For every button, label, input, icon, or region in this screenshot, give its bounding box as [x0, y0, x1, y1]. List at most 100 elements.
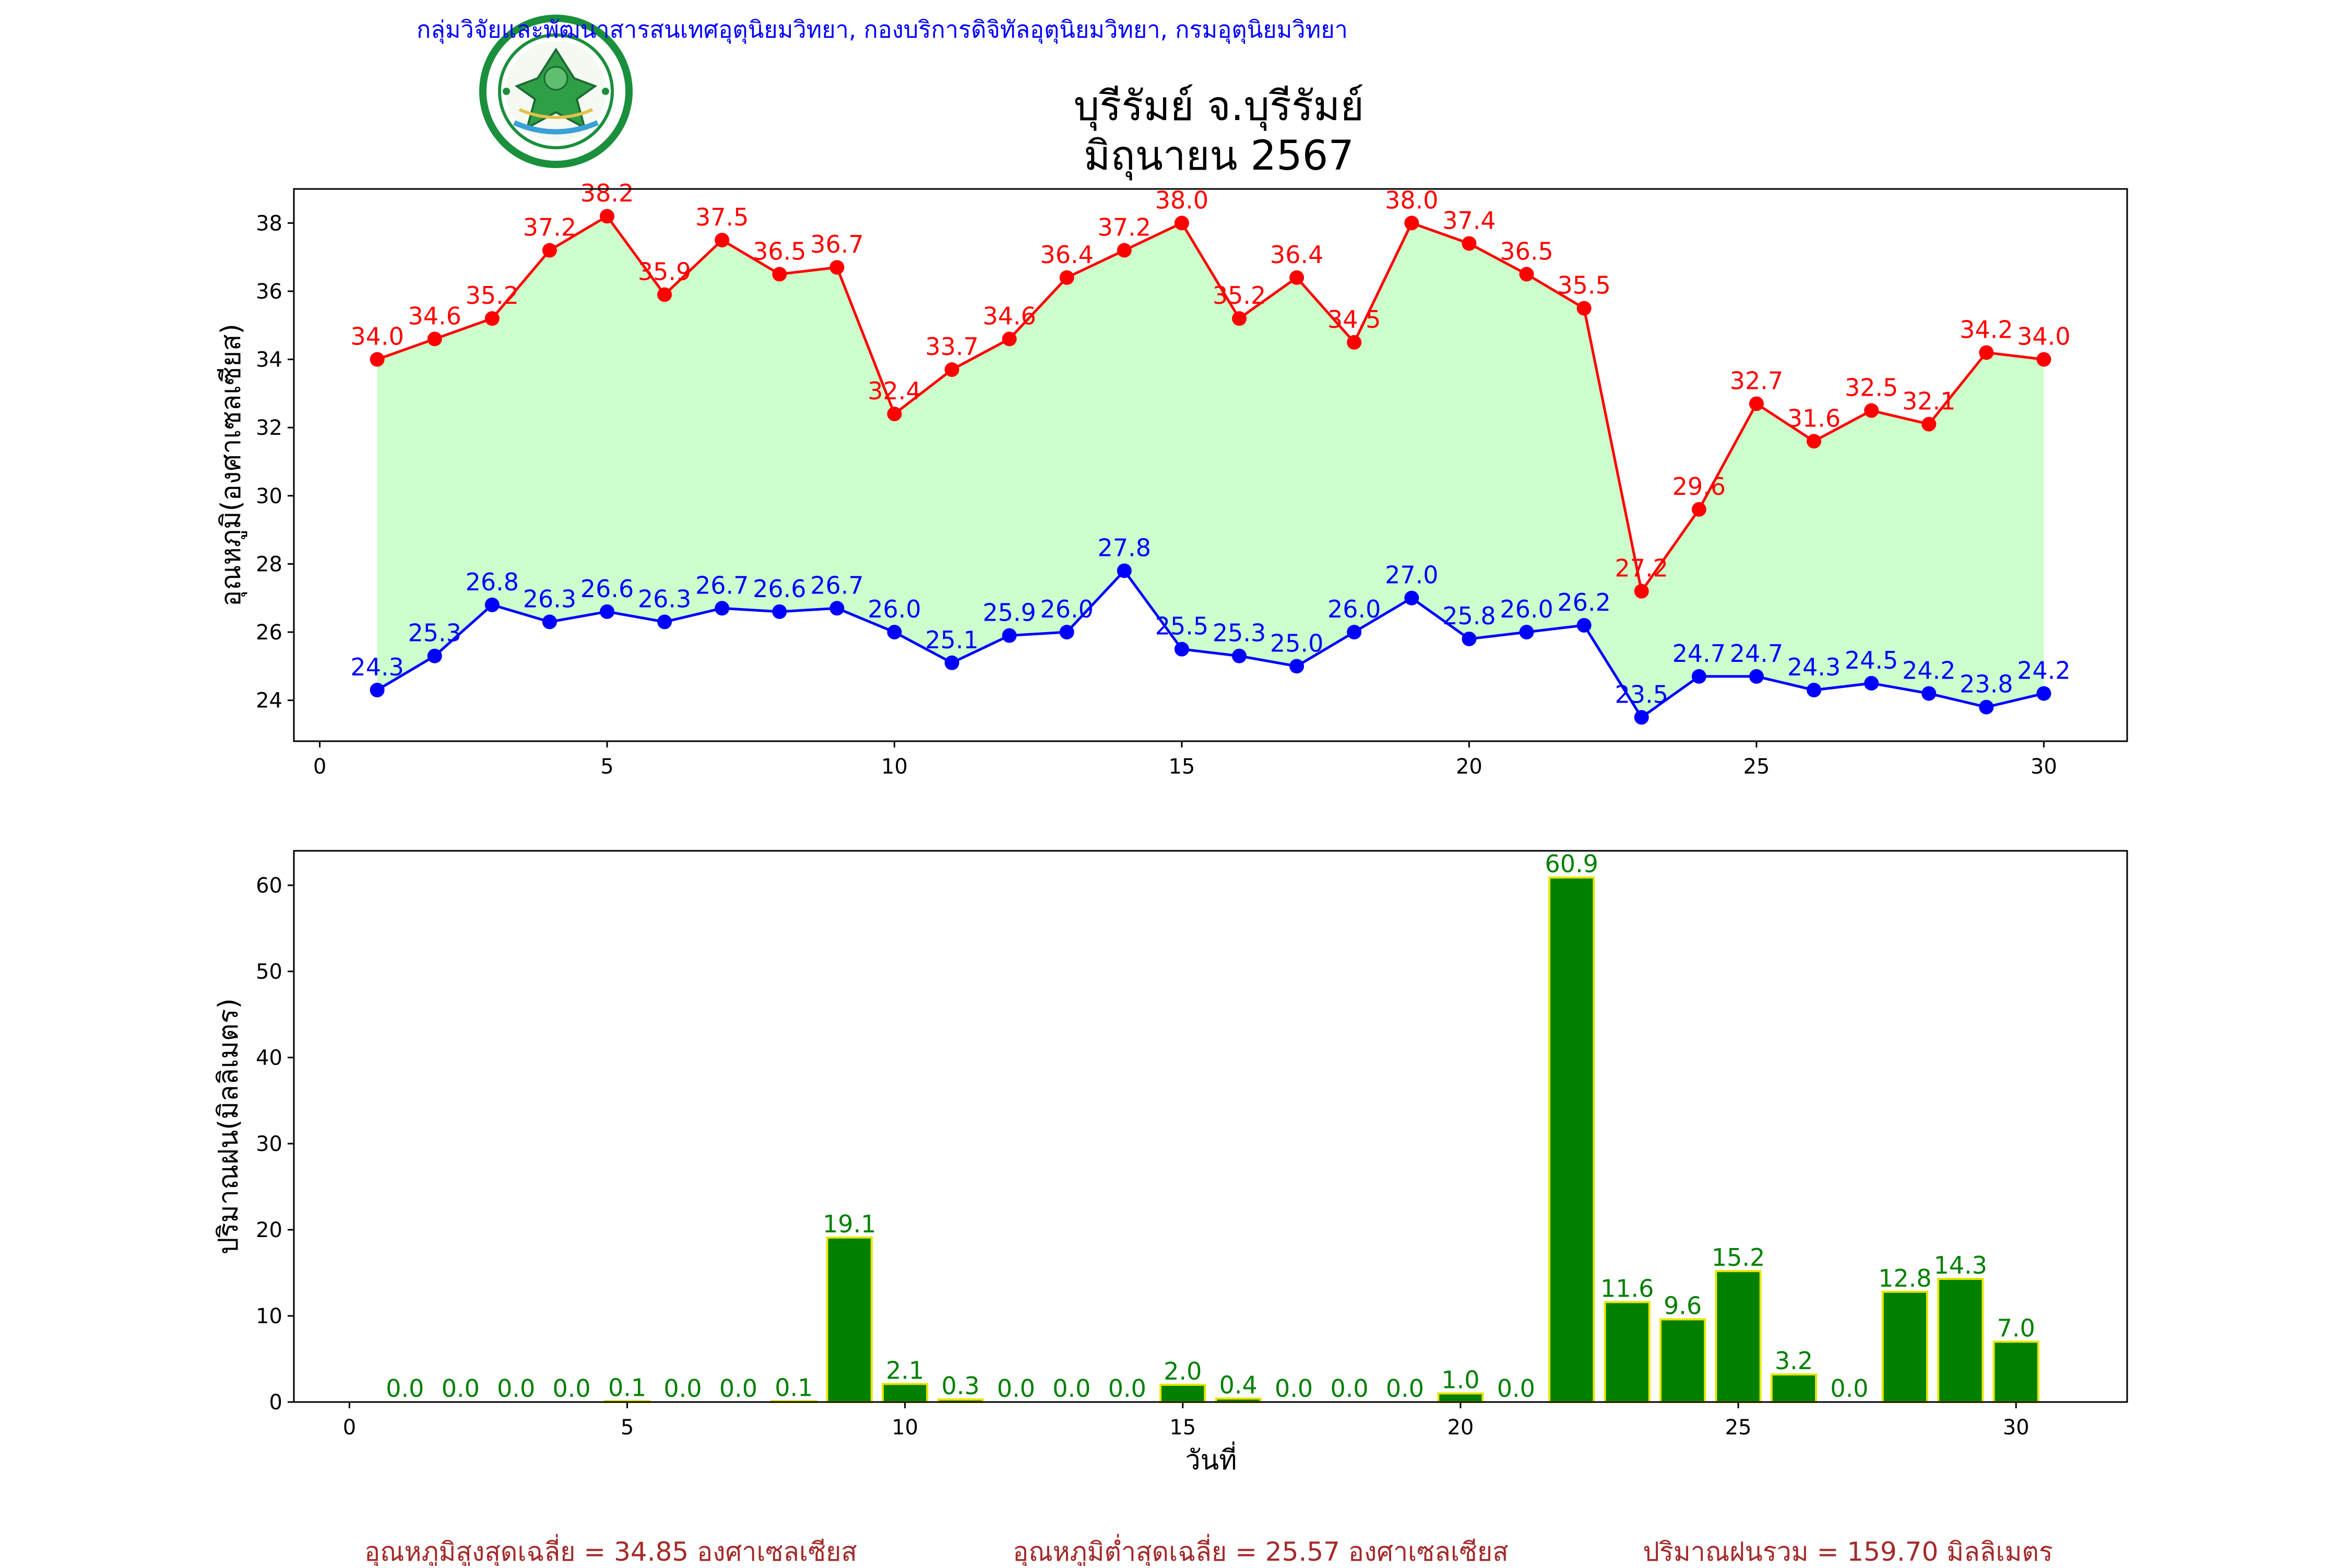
min-temperature-point	[1174, 642, 1189, 657]
max-temperature-point	[1404, 216, 1419, 231]
rainfall-bar-label: 19.1	[823, 1210, 876, 1238]
rainfall-x-tick-label: 0	[343, 1416, 356, 1440]
min-temperature-point	[484, 597, 500, 612]
rainfall-bar-label: 0.0	[1386, 1374, 1424, 1403]
rainfall-bar	[1992, 1340, 2039, 1403]
max-temperature-point	[484, 311, 500, 326]
rainfall-y-tick-label: 50	[256, 960, 282, 984]
max-temperature-point	[600, 209, 615, 224]
min-temperature-point	[1864, 675, 1879, 691]
rainfall-bar-label: 0.4	[1219, 1371, 1257, 1399]
rainfall-y-tick-label: 30	[256, 1132, 282, 1156]
min-temperature-label: 26.0	[1500, 595, 1553, 623]
temperature-y-tick-label: 32	[256, 416, 282, 440]
rainfall-bar	[1548, 876, 1595, 1403]
min-temperature-label: 25.3	[408, 619, 461, 647]
min-temperature-point	[1462, 632, 1477, 647]
min-temperature-point	[1749, 669, 1764, 684]
max-temperature-point	[1691, 502, 1706, 517]
min-temperature-label: 27.8	[1098, 533, 1151, 562]
max-temperature-label: 35.2	[466, 281, 519, 310]
rainfall-bar-label: 60.9	[1545, 850, 1598, 878]
max-temperature-point	[2036, 352, 2051, 367]
min-temperature-point	[1576, 617, 1592, 633]
rainfall-bar	[1715, 1270, 1762, 1403]
max-temperature-label: 36.4	[1270, 241, 1323, 269]
rainfall-y-axis-label: ปริมาณฝน(มิลลิเมตร)	[213, 998, 244, 1254]
rainfall-bar-label: 0.0	[1052, 1374, 1090, 1403]
rainfall-bar	[1604, 1301, 1651, 1404]
temperature-x-tick-label: 10	[881, 755, 908, 779]
rainfall-bar-label: 14.3	[1934, 1251, 1987, 1279]
min-temperature-point	[370, 683, 385, 698]
temperature-y-tick-label: 30	[256, 484, 282, 508]
max-temperature-label: 29.6	[1672, 472, 1726, 501]
temperature-x-tick-label: 30	[2031, 755, 2057, 779]
max-temperature-point	[1634, 584, 1649, 599]
max-temperature-point	[657, 287, 672, 302]
max-temperature-point	[1232, 311, 1247, 326]
max-temperature-point	[427, 331, 442, 347]
rainfall-bar-label: 0.0	[386, 1374, 424, 1403]
max-temperature-label: 37.2	[523, 213, 576, 242]
min-temperature-point	[542, 614, 557, 629]
chart-title-station: บุรีรัมย์ จ.บุรีรัมย์	[1074, 83, 1364, 131]
max-temperature-point	[715, 232, 730, 247]
rainfall-y-tick-label: 60	[256, 874, 282, 898]
rainfall-x-tick-label: 5	[621, 1416, 634, 1440]
min-temperature-point	[1289, 659, 1304, 674]
max-temperature-point	[1519, 267, 1534, 282]
max-temperature-point	[1749, 396, 1764, 411]
min-temperature-label: 26.6	[753, 575, 806, 603]
max-temperature-label: 37.4	[1442, 206, 1496, 234]
min-temperature-label: 26.6	[580, 575, 634, 603]
max-temperature-label: 34.0	[2017, 323, 2070, 351]
max-temperature-label: 35.2	[1213, 281, 1266, 310]
temperature-y-tick-label: 34	[256, 348, 282, 372]
rainfall-y-tick-label: 0	[269, 1391, 282, 1415]
rainfall-bar-label: 12.8	[1878, 1264, 1931, 1292]
min-temperature-label: 24.7	[1672, 639, 1726, 668]
temperature-y-tick-label: 24	[256, 689, 282, 713]
rainfall-bar-label: 0.0	[1497, 1374, 1535, 1403]
min-temperature-line	[376, 568, 2044, 719]
temperature-x-tick-label: 0	[313, 755, 326, 779]
max-temperature-point	[1002, 331, 1017, 347]
rainfall-bar-label: 0.0	[442, 1374, 480, 1403]
chart-title-month: มิถุนายน 2567	[1084, 133, 1354, 181]
min-temperature-label: 26.8	[466, 568, 519, 596]
max-temperature-label: 36.7	[810, 230, 863, 258]
rainfall-bar-label: 11.6	[1600, 1275, 1654, 1303]
rainfall-bar-label: 0.0	[1830, 1374, 1868, 1403]
max-temperature-point	[542, 243, 557, 258]
max-temperature-label: 31.6	[1787, 404, 1841, 432]
min-temperature-label: 24.5	[1845, 646, 1898, 674]
min-temperature-label: 26.7	[810, 571, 863, 599]
max-temperature-line	[376, 214, 2044, 595]
min-temperature-label: 25.5	[1155, 612, 1208, 640]
max-temperature-label: 34.6	[408, 302, 461, 330]
max-temperature-label: 36.5	[753, 237, 806, 265]
max-temperature-point	[829, 260, 845, 275]
rainfall-bar	[1881, 1290, 1928, 1404]
min-temperature-label: 27.0	[1385, 561, 1438, 589]
rainfall-bar-label: 2.0	[1164, 1357, 1202, 1385]
max-temperature-point	[1979, 345, 1994, 360]
rainfall-bar	[1159, 1384, 1206, 1403]
rainfall-bar-label: 0.0	[663, 1374, 702, 1403]
rainfall-bar-label: 0.1	[608, 1373, 646, 1401]
temperature-x-tick-label: 15	[1168, 755, 1195, 779]
min-temperature-label: 26.7	[695, 571, 749, 599]
min-temperature-label: 25.8	[1442, 602, 1496, 630]
rainfall-bar-label: 0.0	[997, 1374, 1035, 1403]
min-temperature-label: 26.3	[523, 585, 576, 613]
temperature-x-tick-label: 5	[600, 755, 613, 779]
max-temperature-label: 32.1	[1902, 387, 1955, 415]
temperature-y-axis-label: อุณหภูมิ(องศาเซลเซียส)	[216, 324, 247, 607]
rainfall-bar-label: 7.0	[1997, 1314, 2035, 1343]
max-temperature-point	[1921, 417, 1937, 432]
min-temperature-label: 26.0	[868, 595, 921, 623]
temperature-y-tick-label: 26	[256, 621, 282, 645]
min-temperature-point	[829, 601, 845, 616]
rainfall-y-tick-label: 40	[256, 1046, 282, 1070]
